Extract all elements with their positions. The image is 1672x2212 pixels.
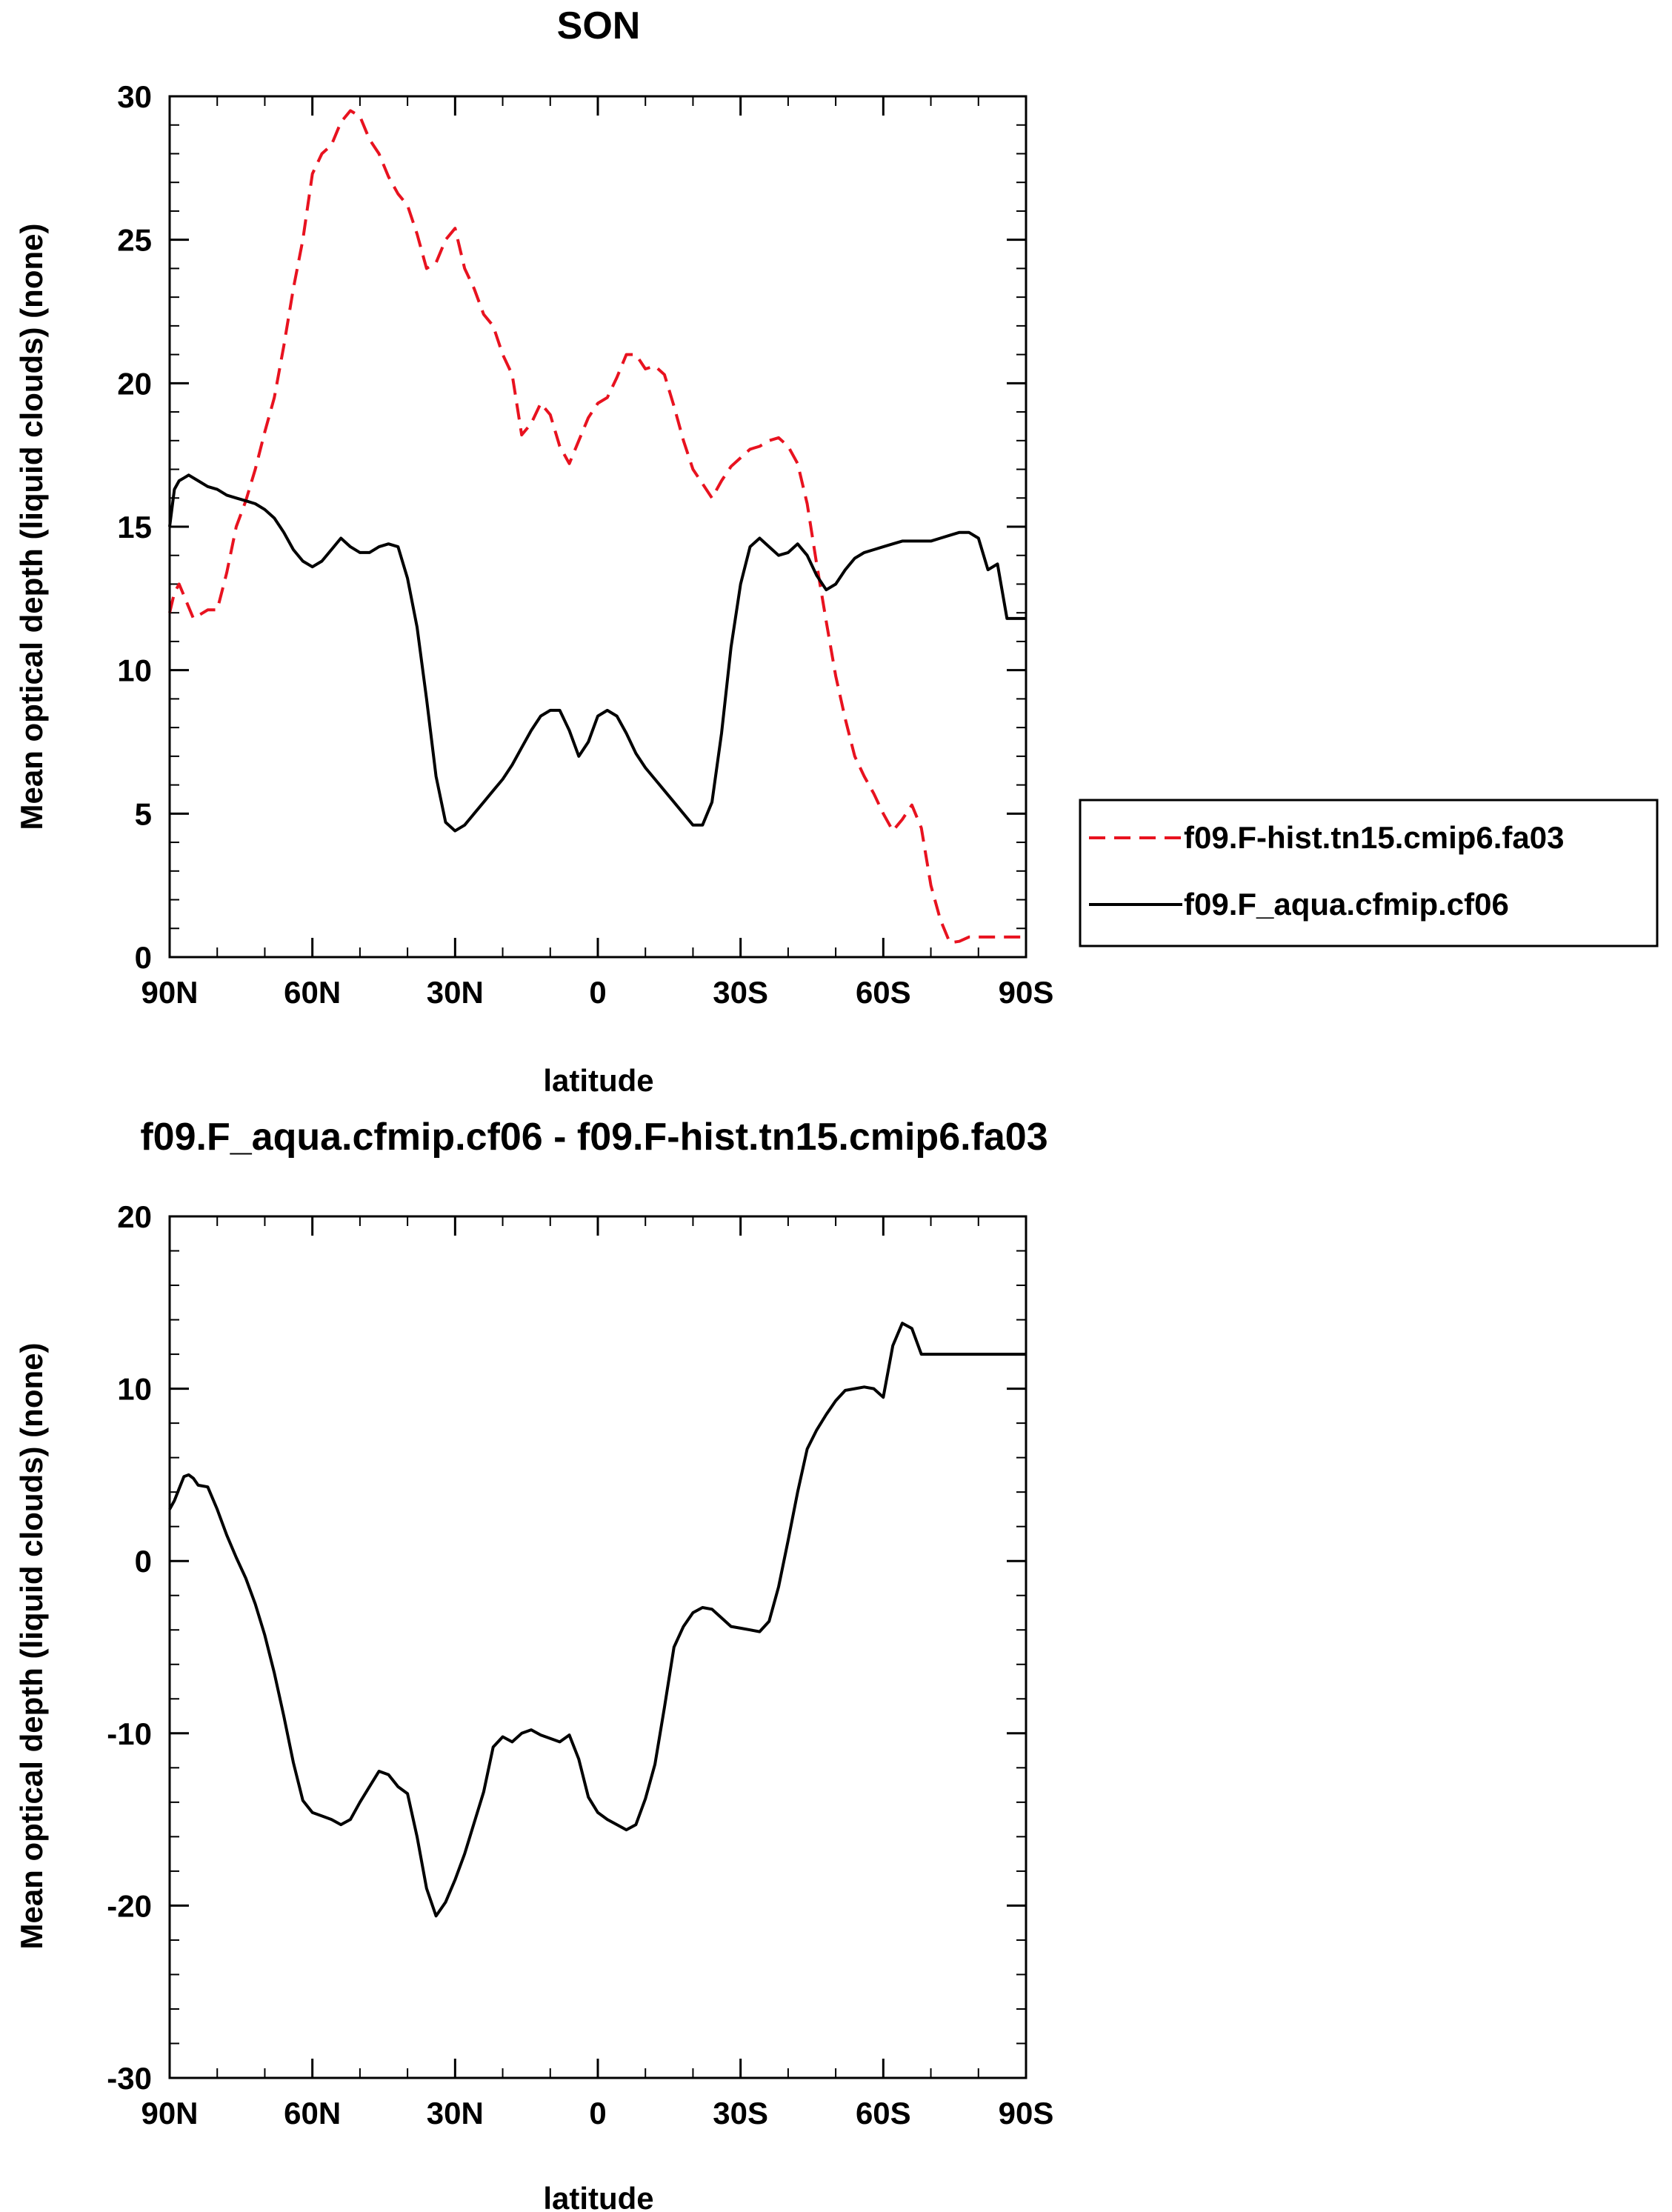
legend-label-aqua: f09.F_aqua.cfmip.cf06	[1184, 887, 1509, 922]
chart-top-ylabel: Mean optical depth (liquid clouds) (none…	[14, 224, 49, 830]
chart-top-xtick-label: 90N	[141, 975, 198, 1010]
chart-top-xlabel: latitude	[543, 1063, 653, 1098]
chart-top-ytick-label: 20	[117, 366, 152, 401]
chart-top-xtick-label: 30N	[427, 975, 484, 1010]
chart-bottom-ytick-label: 10	[117, 1372, 152, 1407]
chart-top-frame	[168, 95, 1027, 959]
chart-top-ytick-label: 10	[117, 653, 152, 688]
chart-top-xtick-label: 60S	[856, 975, 911, 1010]
chart-bottom-xtick-label: 60S	[856, 2096, 911, 2131]
chart-top-title: SON	[557, 4, 641, 47]
legend-box	[1079, 799, 1659, 947]
chart-top-ytick-label: 15	[117, 510, 152, 544]
chart-bottom-frame	[168, 1215, 1027, 2079]
chart-bottom-ytick-label: -10	[107, 1716, 152, 1751]
chart-bottom-title: f09.F_aqua.cfmip.cf06 - f09.F-hist.tn15.…	[140, 1116, 1048, 1159]
chart-bottom-ytick-label: 20	[117, 1199, 152, 1234]
chart-top-ytick-label: 30	[117, 79, 152, 114]
chart-bottom-xtick-label: 30S	[713, 2096, 768, 2131]
chart-top-ytick-label: 25	[117, 223, 152, 258]
chart-top-ytick-label: 0	[135, 940, 152, 975]
chart-top-xtick-label: 90S	[999, 975, 1054, 1010]
chart-top-series-1-line	[168, 473, 1026, 833]
chart-bottom-ytick-label: 0	[135, 1544, 152, 1579]
chart-bottom-xtick-label: 30N	[427, 2096, 484, 2131]
chart-top-ytick-label: 5	[135, 796, 152, 831]
chart-bottom: f09.F_aqua.cfmip.cf06 - f09.F-hist.tn15.…	[14, 1116, 1053, 2212]
legend: f09.F-hist.tn15.cmip6.fa03 f09.F_aqua.cf…	[1079, 799, 1659, 947]
chart-bottom-xtick-label: 90N	[141, 2096, 198, 2131]
chart-top-xtick-label: 0	[589, 975, 606, 1010]
chart-bottom-ylabel: Mean optical depth (liquid clouds) (none…	[14, 1343, 49, 1950]
chart-bottom-series-0-line	[168, 1322, 1026, 1918]
chart-bottom-xlabel: latitude	[543, 2181, 653, 2212]
chart-top-xtick-label: 30S	[713, 975, 768, 1010]
chart-bottom-xtick-label: 0	[589, 2096, 606, 2131]
chart-bottom-ytick-label: -30	[107, 2061, 152, 2096]
chart-top: SON 90N 60N 30N 0 30S 60S 90S 0 5 10 15 20 25 30 lati…	[14, 4, 1659, 1098]
chart-bottom-xtick-label: 60N	[284, 2096, 341, 2131]
chart-top-series-0-line	[168, 109, 1026, 945]
chart-bottom-xtick-label: 90S	[999, 2096, 1054, 2131]
legend-label-hist: f09.F-hist.tn15.cmip6.fa03	[1184, 820, 1565, 855]
chart-bottom-ytick-label: -20	[107, 1888, 152, 1923]
chart-top-xtick-label: 60N	[284, 975, 341, 1010]
